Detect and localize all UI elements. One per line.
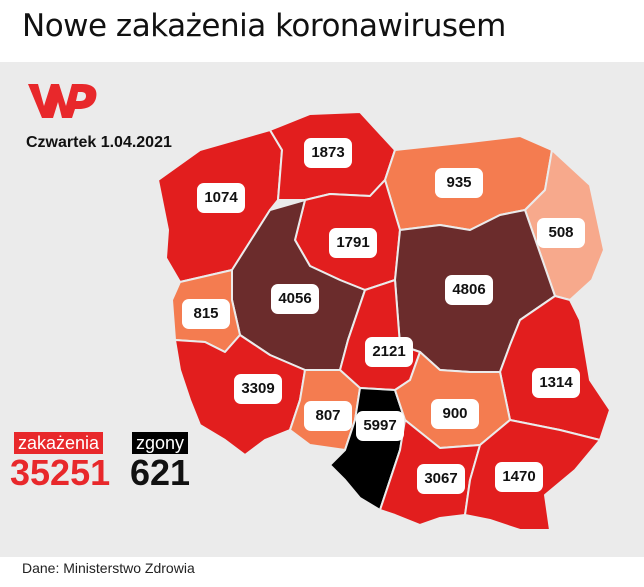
region-label-malopolskie: 3067 [417,464,465,494]
date-label: Czwartek 1.04.2021 [26,134,172,151]
region-label-slaskie: 5997 [356,411,404,441]
region-label-dolnoslaskie: 3309 [234,374,282,404]
infections-label: zakażenia [14,432,104,454]
region-label-pomorskie: 1873 [304,138,352,168]
region-label-wielkopolskie: 4056 [271,284,319,314]
wp-logo [28,84,97,118]
region-label-zachodniopomorskie: 1074 [197,183,245,213]
deaths-label: zgony [132,432,189,454]
infections-value: 35251 [10,452,111,493]
region-label-podlaskie: 508 [537,218,585,248]
region-label-warminsko-mazurskie: 935 [435,168,483,198]
region-label-lubuskie: 815 [182,299,230,329]
region-label-lubelskie: 1314 [532,368,580,398]
deaths-value: 621 [130,452,191,493]
region-label-podkarpackie: 1470 [495,462,543,492]
region-label-opolskie: 807 [304,401,352,431]
page-title: Nowe zakażenia koronawirusem [22,8,506,44]
region-label-mazowieckie: 4806 [445,275,493,305]
source-note: Dane: Ministerstwo Zdrowia [22,560,195,576]
region-label-lodzkie: 2121 [365,337,413,367]
region-label-swietokrzyskie: 900 [431,399,479,429]
region-label-kujawsko-pomorskie: 1791 [329,228,377,258]
